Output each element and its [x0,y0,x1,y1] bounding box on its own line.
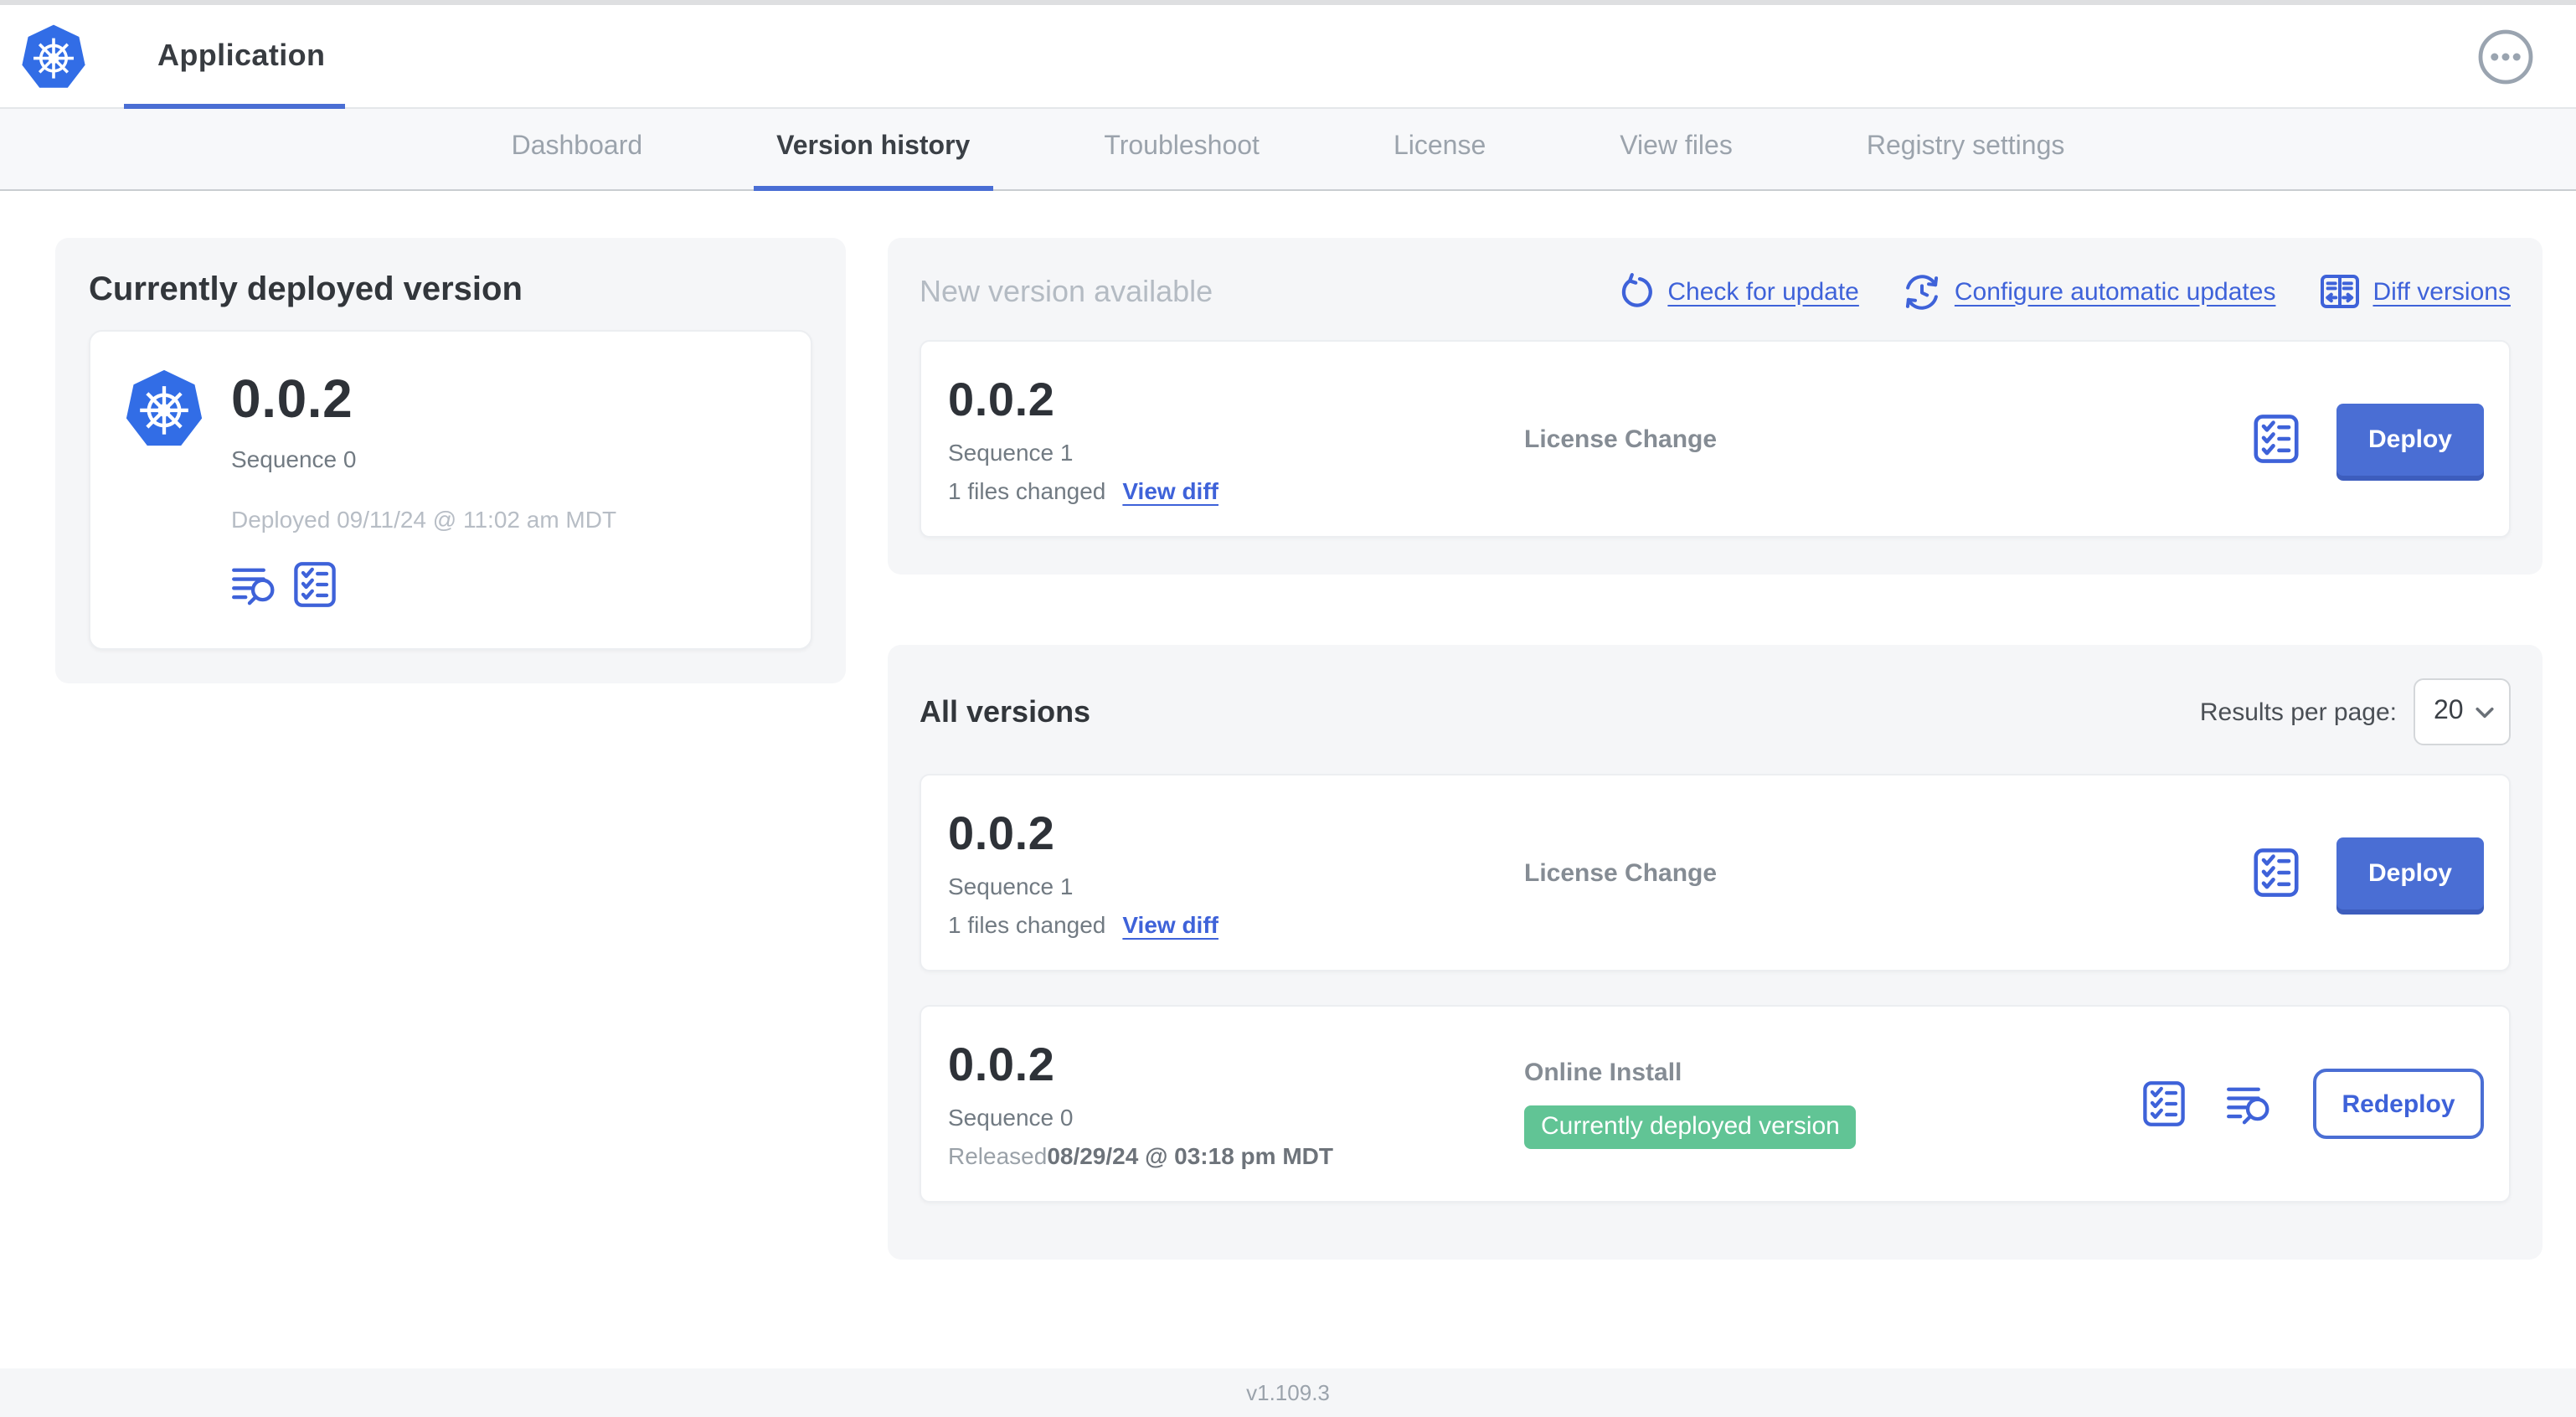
deploy-button[interactable]: Deploy [2336,403,2484,475]
view-logs-icon[interactable] [2226,1082,2273,1126]
released-label: Released [948,1141,1048,1168]
version-number: 0.0.2 [948,1038,1055,1090]
new-version-row: 0.0.2 Sequence 1 1 files changed View di… [920,340,2511,538]
files-changed: 1 files changed [948,910,1106,937]
tab-dashboard[interactable]: Dashboard [511,132,643,161]
console-version: v1.109.3 [1246,1380,1330,1405]
currently-deployed-version-card: 0.0.2 Sequence 0 Deployed 09/11/24 @ 11:… [89,330,812,650]
version-row: 0.0.2 Sequence 1 1 files changed View di… [920,774,2511,971]
preflight-checklist-icon[interactable] [2253,848,2300,898]
currently-deployed-card: Currently deployed version [55,238,846,683]
app-title-active-underline [124,104,345,109]
version-source: License Change [1524,858,1718,887]
results-per-page-select[interactable]: 20 [2414,678,2511,745]
deployed-sequence: Sequence 0 [231,446,357,472]
version-row: 0.0.2 Sequence 0 Released 08/29/24 @ 03:… [920,1005,2511,1203]
currently-deployed-title: Currently deployed version [89,271,523,308]
released-timestamp: 08/29/24 @ 03:18 pm MDT [1047,1141,1333,1168]
deployed-timestamp: Deployed 09/11/24 @ 11:02 am MDT [231,506,617,533]
version-sequence: Sequence 1 [948,438,1074,465]
new-version-title: New version available [920,274,1213,307]
version-source: Online Install [1524,1059,1682,1087]
redeploy-button[interactable]: Redeploy [2313,1069,2484,1139]
chevron-down-icon [2476,706,2494,718]
app-title[interactable]: Application [157,39,326,72]
tab-troubleshoot[interactable]: Troubleshoot [1104,132,1260,161]
preflight-checklist-icon[interactable] [2142,1080,2186,1127]
deploy-button[interactable]: Deploy [2336,837,2484,909]
check-for-update-link[interactable]: Check for update [1615,272,1859,311]
tab-view-files[interactable]: View files [1620,132,1733,161]
ellipsis-circle-icon [2476,26,2536,86]
deployed-version-number: 0.0.2 [231,368,353,429]
tab-version-history[interactable]: Version history [753,109,994,191]
view-diff-link[interactable]: View diff [1122,477,1218,503]
configure-automatic-updates-link[interactable]: Configure automatic updates [1903,272,2275,311]
version-sequence: Sequence 0 [948,1103,1074,1130]
app-icon [124,368,204,449]
refresh-icon [1615,272,1654,311]
results-per-page-label: Results per page: [2199,698,2397,726]
files-changed: 1 files changed [948,477,1106,503]
overflow-menu-button[interactable] [2476,26,2536,86]
new-version-panel: New version available Check for update [888,238,2543,575]
version-lists: New version available Check for update [888,238,2543,1260]
tab-registry-settings[interactable]: Registry settings [1866,132,2065,161]
preflight-checklist-icon[interactable] [2253,414,2300,464]
all-versions-panel: All versions Results per page: 20 [888,645,2543,1260]
tab-license[interactable]: License [1393,132,1486,161]
version-sequence: Sequence 1 [948,872,1074,899]
all-versions-title: All versions [920,694,1091,728]
version-source: License Change [1524,425,1718,453]
preflight-checklist-icon[interactable] [293,561,337,608]
diff-versions-link[interactable]: Diff versions [2319,271,2511,312]
currently-deployed-badge: Currently deployed version [1524,1105,1857,1149]
view-diff-link[interactable]: View diff [1122,910,1218,937]
version-number: 0.0.2 [948,373,1055,425]
app-subnav: Dashboard Version history Troubleshoot L… [0,109,2576,191]
window-top-edge [0,0,2576,5]
app-header: Application [0,5,2576,109]
view-logs-icon[interactable] [231,563,278,606]
schedule-update-icon [1903,272,1941,311]
diff-icon [2319,271,2359,312]
version-history-page: Currently deployed version [0,191,2576,1368]
version-number: 0.0.2 [948,806,1055,858]
kubernetes-logo-icon [20,23,87,90]
app-footer: v1.109.3 [0,1368,2576,1417]
